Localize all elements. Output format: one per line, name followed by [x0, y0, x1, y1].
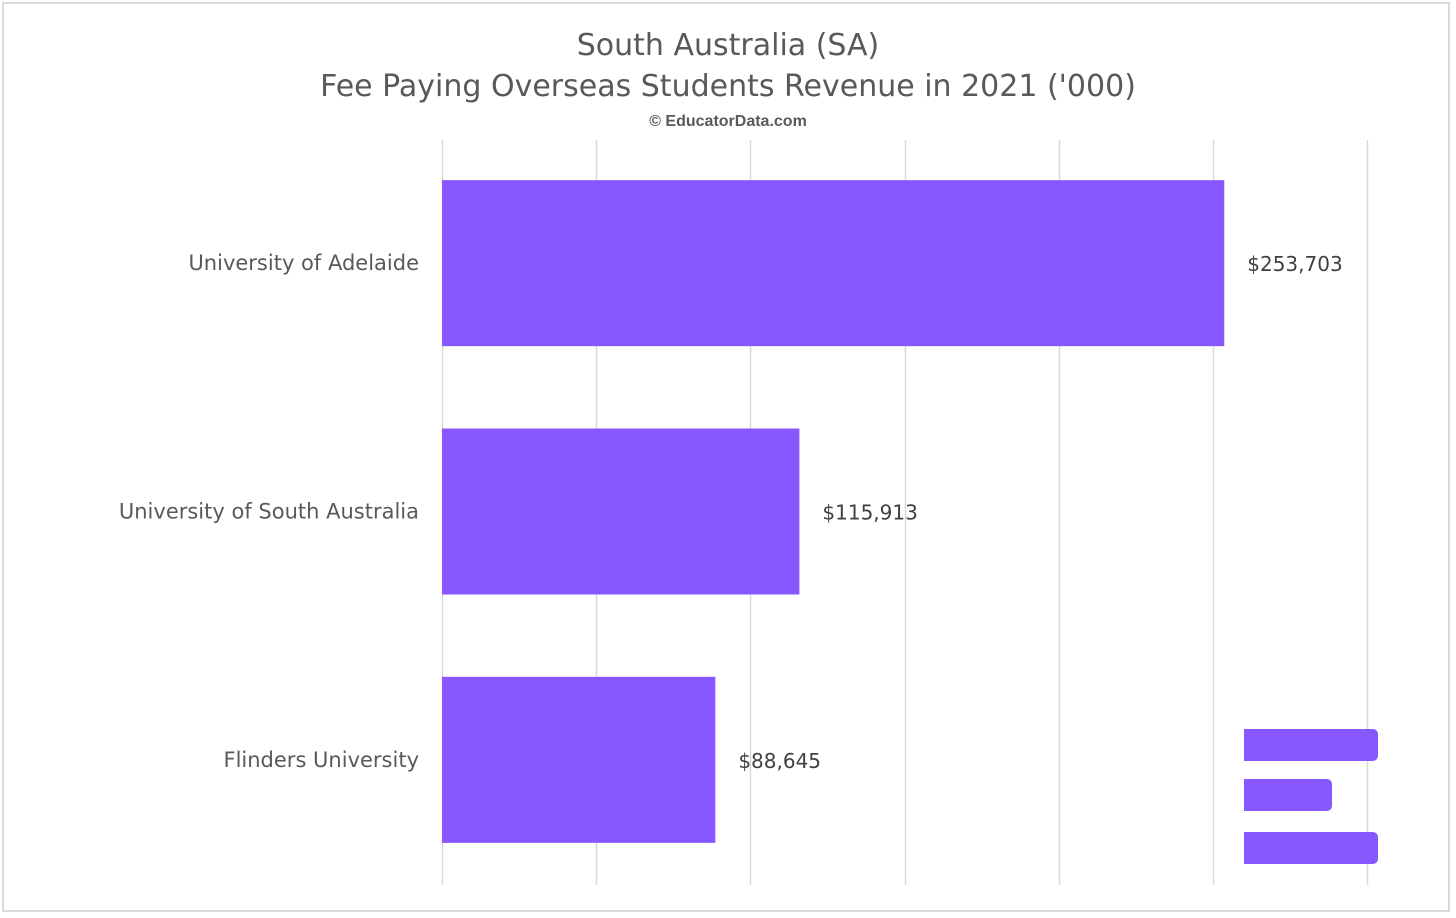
data-label: $253,703 — [1247, 252, 1342, 276]
labels: University of Adelaide $253,703 University… — [119, 251, 1343, 773]
category-label: University of Adelaide — [188, 251, 419, 275]
data-label: $115,913 — [822, 501, 917, 525]
bars — [442, 180, 1225, 843]
logo-stripe — [1244, 779, 1332, 811]
educatordata-logo-icon — [1244, 729, 1378, 864]
copyright-notice: © EducatorData.com — [649, 113, 807, 130]
chart-title-line-1: South Australia (SA) — [576, 28, 880, 63]
bar — [442, 180, 1225, 347]
bar — [442, 428, 800, 595]
data-label: $88,645 — [738, 749, 821, 773]
chart-title-line-2: Fee Paying Overseas Students Revenue in … — [320, 69, 1136, 104]
category-label: University of South Australia — [119, 500, 419, 524]
logo-stripe — [1244, 832, 1378, 864]
logo-stripe — [1244, 729, 1378, 761]
category-label: Flinders University — [224, 748, 420, 772]
bar — [442, 676, 716, 843]
